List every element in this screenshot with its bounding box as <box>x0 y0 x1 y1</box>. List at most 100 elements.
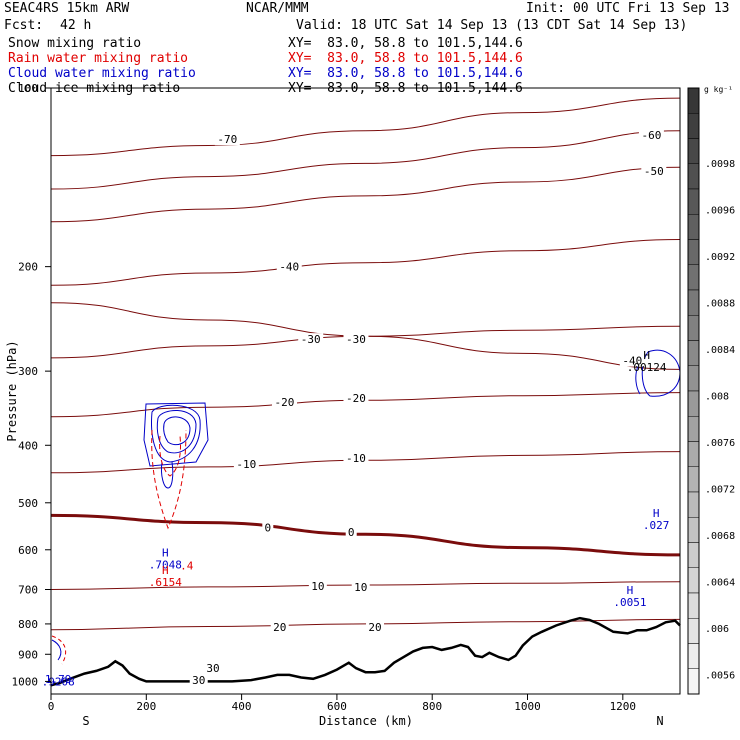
colorbar-segment-11 <box>687 365 700 392</box>
colorbar-segment-10 <box>687 340 700 366</box>
colorbar-label-1: .0096 <box>705 206 735 217</box>
maximum-value-2: .7048 <box>149 558 182 571</box>
maximum-value-6: 1.79 <box>45 673 72 686</box>
cloud-water-contour-mid <box>151 404 201 463</box>
cloud-water-contour-sw <box>51 639 62 661</box>
contour-label-16: 20 <box>368 621 381 634</box>
maximum-marker-3: H <box>162 564 169 577</box>
maximum-marker-0: H <box>643 349 650 362</box>
contour-label-bg-2 <box>641 165 667 178</box>
colorbar-label-6: .0076 <box>705 438 735 449</box>
endpoint-north: N <box>656 714 663 728</box>
colorbar-label-7: .0072 <box>705 485 735 496</box>
field-snow-xy: XY= 83.0, 58.8 to 101.5,144.6 <box>288 36 523 51</box>
x-tick-label-1: 200 <box>136 700 156 713</box>
colorbar-segment-22 <box>687 643 700 669</box>
contour-label-11: 0 <box>265 521 272 534</box>
contour-label-bg-5 <box>298 333 324 346</box>
colorbar-segment-20 <box>687 592 700 619</box>
maximum-marker-2: H <box>162 546 169 559</box>
colorbar-segment-18 <box>687 542 700 568</box>
contour-label-0: -70 <box>217 133 237 146</box>
rain-water-contour-sw <box>51 635 67 665</box>
contour-label-bg-13 <box>308 579 327 592</box>
contour-label-1: -60 <box>641 129 661 142</box>
y-tick-label-4: 500 <box>18 497 38 510</box>
cloud-water-contour-core <box>163 416 191 446</box>
rain-water-contour-outer <box>151 429 187 530</box>
field-cloud-water: Cloud water mixing ratio <box>8 66 196 81</box>
temperature-contour-3 <box>50 239 681 286</box>
colorbar-label-8: .0068 <box>705 531 735 542</box>
forecast-hour: 42 h <box>60 18 92 33</box>
hydrometeor-contours <box>51 349 681 665</box>
colorbar-segment-2 <box>687 138 700 164</box>
colorbar-segment-21 <box>687 618 700 644</box>
contour-labels: -70 -60 -50 -40 -40 -30 -30 -20 -20 -10 -10 0 0 10 10 2… <box>189 128 667 687</box>
contour-label-bg-0 <box>214 133 240 146</box>
contour-label-9: -10 <box>236 458 256 471</box>
contour-label-6: -30 <box>346 333 366 346</box>
colorbar-segment-23 <box>687 668 700 695</box>
colorbar-segment-19 <box>687 567 700 594</box>
colorbar-segment-5 <box>687 214 700 240</box>
maximum-value-0: .00124 <box>627 361 667 374</box>
temperature-contour-1 <box>50 130 681 190</box>
colorbar-label-4: .0084 <box>705 345 735 356</box>
maximum-marker-4: H <box>627 584 634 597</box>
contour-label-bg-12 <box>345 525 357 538</box>
contour-label-4: -40 <box>622 355 642 368</box>
maximum-value-1: .027 <box>643 519 670 532</box>
colorbar-segment-7 <box>687 264 700 291</box>
colorbar-segment-3 <box>687 163 700 190</box>
colorbar-segment-6 <box>687 239 700 265</box>
y-tick-label-2: 300 <box>18 365 38 378</box>
y-tick-label-6: 700 <box>18 584 38 597</box>
endpoint-south: S <box>82 714 89 728</box>
terrain-line <box>50 616 681 687</box>
colorbar-segment-16 <box>687 491 700 518</box>
y-tick-label-3: 400 <box>18 439 38 452</box>
contour-label-8: -20 <box>346 392 366 405</box>
forecast-label: Fcst: <box>4 18 44 33</box>
y-tick-label-9: 1000 <box>12 675 39 688</box>
maximum-value-7: .9208 <box>42 675 75 688</box>
colorbar-label-11: .0056 <box>705 671 735 682</box>
colorbar-segment-17 <box>687 517 700 543</box>
contour-label-bg-16 <box>366 621 385 634</box>
colorbar-segment-12 <box>687 390 700 417</box>
y-tick-label-1: 200 <box>18 261 38 274</box>
contour-label-7: -20 <box>275 396 295 409</box>
contour-label-15: 20 <box>273 621 286 634</box>
contour-label-10: -10 <box>346 452 366 465</box>
org-title: NCAR/MMM <box>246 1 309 16</box>
y-tick-label-8: 900 <box>18 648 38 661</box>
x-tick-label-2: 400 <box>232 700 252 713</box>
y-axis-label: Pressure (hPa) <box>5 340 19 441</box>
model-title: SEAC4RS 15km ARW <box>4 1 130 16</box>
colorbar-label-3: .0088 <box>705 299 735 310</box>
contour-label-5: -30 <box>301 333 321 346</box>
colorbar-segment-1 <box>687 113 700 139</box>
colorbar-segment-0 <box>687 87 700 114</box>
colorbar-label-5: .008 <box>705 392 729 403</box>
colorbar-label-10: .006 <box>705 624 729 635</box>
plot-frame <box>50 87 681 695</box>
contour-label-bg-4 <box>619 354 645 367</box>
y-tick-label-0: 100 <box>18 82 38 95</box>
x-tick-label-0: 0 <box>48 700 55 713</box>
x-tick-label-4: 800 <box>422 700 442 713</box>
contour-label-13: 10 <box>311 580 324 593</box>
contour-label-2: -50 <box>644 165 664 178</box>
maximum-value-5: .4 <box>180 560 194 573</box>
contour-label-bg-14 <box>351 580 370 593</box>
colorbar-frame <box>687 87 700 695</box>
maximum-value-3: .6154 <box>149 576 182 589</box>
cloud-water-tail <box>161 461 174 489</box>
field-snow: Snow mixing ratio <box>8 36 142 51</box>
contour-label-bg-9 <box>233 457 259 470</box>
colorbar-unit: g kg⁻¹ <box>704 85 733 94</box>
contour-label-bg-18 <box>189 674 208 687</box>
colorbar-label-9: .0064 <box>705 578 735 589</box>
